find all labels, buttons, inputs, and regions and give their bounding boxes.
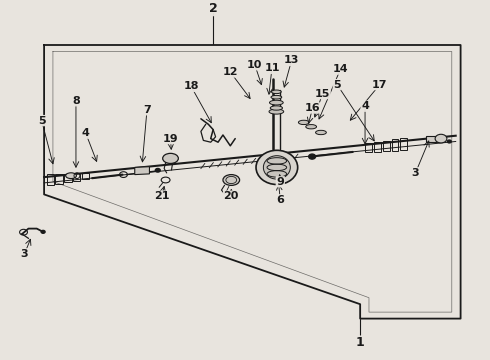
Ellipse shape xyxy=(270,100,283,105)
Ellipse shape xyxy=(298,120,309,125)
Ellipse shape xyxy=(264,156,290,179)
Text: 15: 15 xyxy=(315,89,330,99)
Text: 16: 16 xyxy=(305,103,320,113)
Text: 10: 10 xyxy=(247,60,263,70)
Polygon shape xyxy=(135,167,149,175)
Text: 13: 13 xyxy=(284,55,299,66)
Bar xyxy=(73,173,80,181)
Bar xyxy=(374,142,381,152)
Ellipse shape xyxy=(66,173,76,179)
Text: 11: 11 xyxy=(264,63,280,73)
Bar xyxy=(64,174,72,182)
Text: 7: 7 xyxy=(143,105,151,115)
Bar xyxy=(383,141,390,151)
Bar xyxy=(392,139,398,150)
Ellipse shape xyxy=(306,125,317,129)
Text: 3: 3 xyxy=(21,249,28,259)
Text: 20: 20 xyxy=(223,191,239,201)
Ellipse shape xyxy=(316,130,326,135)
Bar xyxy=(426,136,440,142)
Text: 19: 19 xyxy=(163,134,178,144)
Text: 4: 4 xyxy=(361,101,369,111)
Text: 6: 6 xyxy=(276,195,284,205)
Ellipse shape xyxy=(163,153,178,163)
Text: 3: 3 xyxy=(412,168,419,178)
Text: 5: 5 xyxy=(38,116,46,126)
Text: 4: 4 xyxy=(82,128,90,138)
Text: 21: 21 xyxy=(154,191,170,201)
Ellipse shape xyxy=(271,90,281,94)
Ellipse shape xyxy=(269,109,284,114)
Circle shape xyxy=(435,134,447,143)
Text: 8: 8 xyxy=(72,96,80,106)
Circle shape xyxy=(309,154,316,159)
Ellipse shape xyxy=(256,150,297,184)
Circle shape xyxy=(41,230,45,233)
Bar xyxy=(82,173,89,179)
Text: 17: 17 xyxy=(372,80,388,90)
Text: 5: 5 xyxy=(333,80,341,90)
Bar xyxy=(365,143,372,152)
Text: 12: 12 xyxy=(222,67,238,77)
Ellipse shape xyxy=(270,106,283,110)
Text: 18: 18 xyxy=(183,81,199,91)
Bar xyxy=(400,138,407,150)
Bar xyxy=(47,174,54,185)
Bar xyxy=(55,174,63,184)
Ellipse shape xyxy=(271,95,282,99)
Text: 1: 1 xyxy=(356,336,365,349)
Circle shape xyxy=(447,140,451,143)
Text: 14: 14 xyxy=(333,64,348,74)
Circle shape xyxy=(155,168,160,172)
Ellipse shape xyxy=(223,175,240,185)
Text: 2: 2 xyxy=(209,3,218,15)
Text: 9: 9 xyxy=(276,177,284,187)
